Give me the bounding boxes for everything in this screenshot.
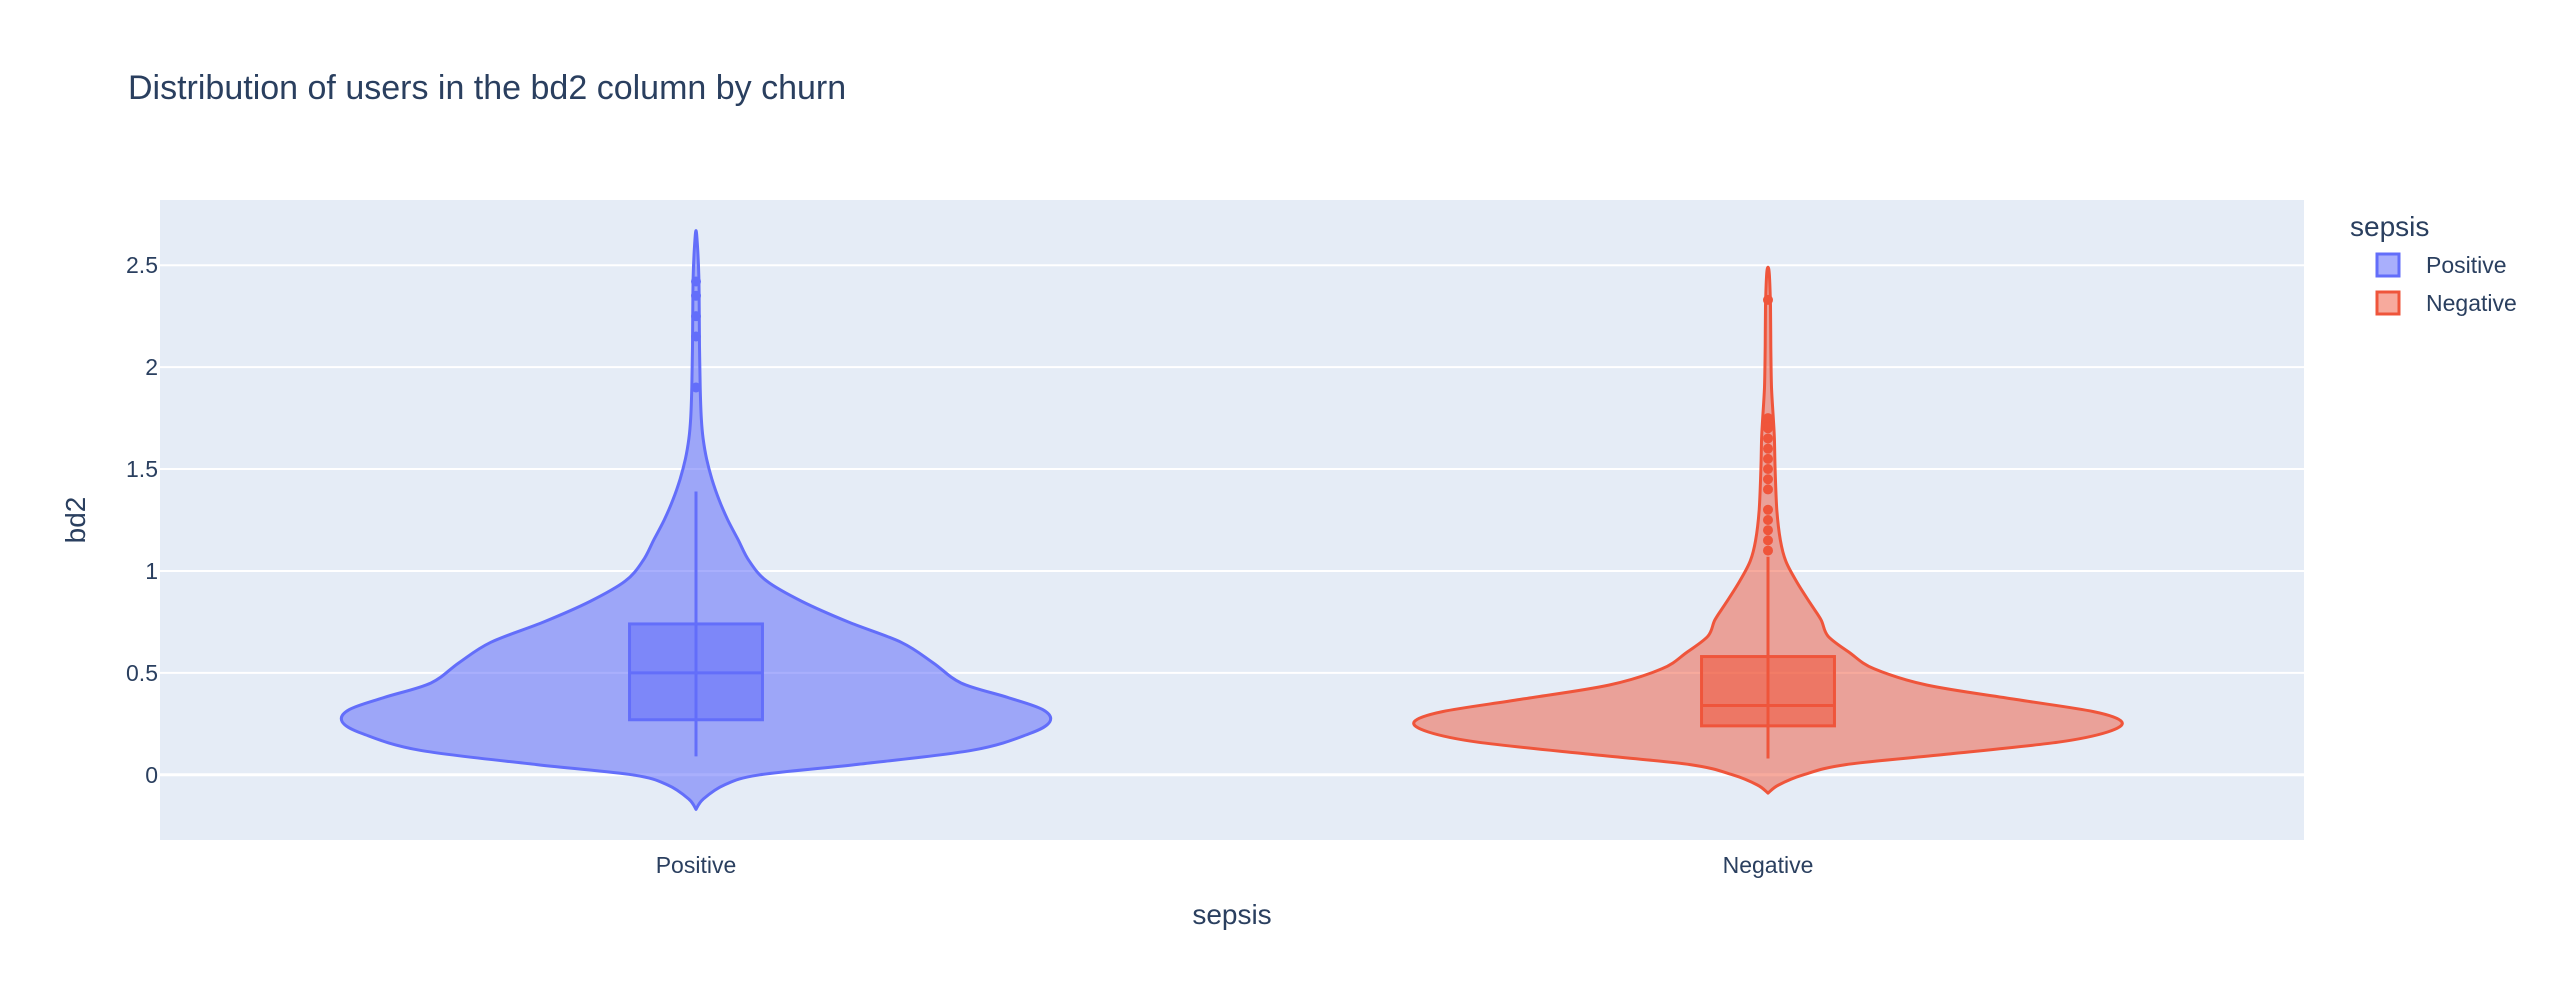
legend-title: sepsis — [2350, 211, 2429, 242]
outlier-point — [1763, 474, 1773, 485]
outlier-point — [691, 276, 701, 287]
outlier-point — [1763, 443, 1773, 454]
outlier-point — [1763, 433, 1773, 444]
x-axis-ticks: Positive Negative — [656, 852, 1814, 878]
outlier-point — [691, 331, 701, 342]
violins — [339, 229, 2124, 811]
legend-item-negative: Negative — [2375, 290, 2517, 316]
outlier-point — [691, 382, 701, 393]
violin-negative — [1412, 265, 2124, 795]
x-axis-title: sepsis — [1192, 899, 1271, 930]
violin-positive — [339, 229, 1053, 811]
outlier-point — [691, 311, 701, 322]
legend-swatch — [2375, 290, 2401, 316]
outlier-point — [1763, 484, 1773, 495]
y-tick-label: 1.5 — [126, 456, 158, 482]
outlier-point — [1763, 294, 1773, 305]
outlier-point — [1763, 464, 1773, 475]
outlier-point — [1763, 535, 1773, 546]
y-tick-label: 0.5 — [126, 660, 158, 686]
outlier-point — [691, 290, 701, 301]
y-tick-label: 1 — [145, 558, 158, 584]
legend: sepsis Positive Negative — [2350, 211, 2517, 316]
x-tick-label: Positive — [656, 852, 737, 878]
legend-label: Positive — [2426, 252, 2507, 278]
outlier-point — [1763, 545, 1773, 556]
chart-title: Distribution of users in the bd2 column … — [128, 69, 846, 107]
y-axis-ticks: 0 0.5 1 1.5 2 2.5 — [126, 252, 158, 788]
legend-swatch — [2375, 252, 2401, 278]
outlier-point — [1763, 525, 1773, 536]
box-iqr — [1700, 655, 1836, 728]
y-tick-label: 2.5 — [126, 252, 158, 278]
legend-item-positive: Positive — [2375, 252, 2507, 278]
y-tick-label: 2 — [145, 354, 158, 380]
outlier-point — [1763, 504, 1773, 515]
outlier-point — [1763, 413, 1773, 424]
legend-label: Negative — [2426, 290, 2517, 316]
y-axis-title: bd2 — [60, 497, 91, 544]
x-tick-label: Negative — [1723, 852, 1814, 878]
outlier-point — [1763, 453, 1773, 464]
y-tick-label: 0 — [145, 762, 158, 788]
outlier-point — [1763, 515, 1773, 525]
